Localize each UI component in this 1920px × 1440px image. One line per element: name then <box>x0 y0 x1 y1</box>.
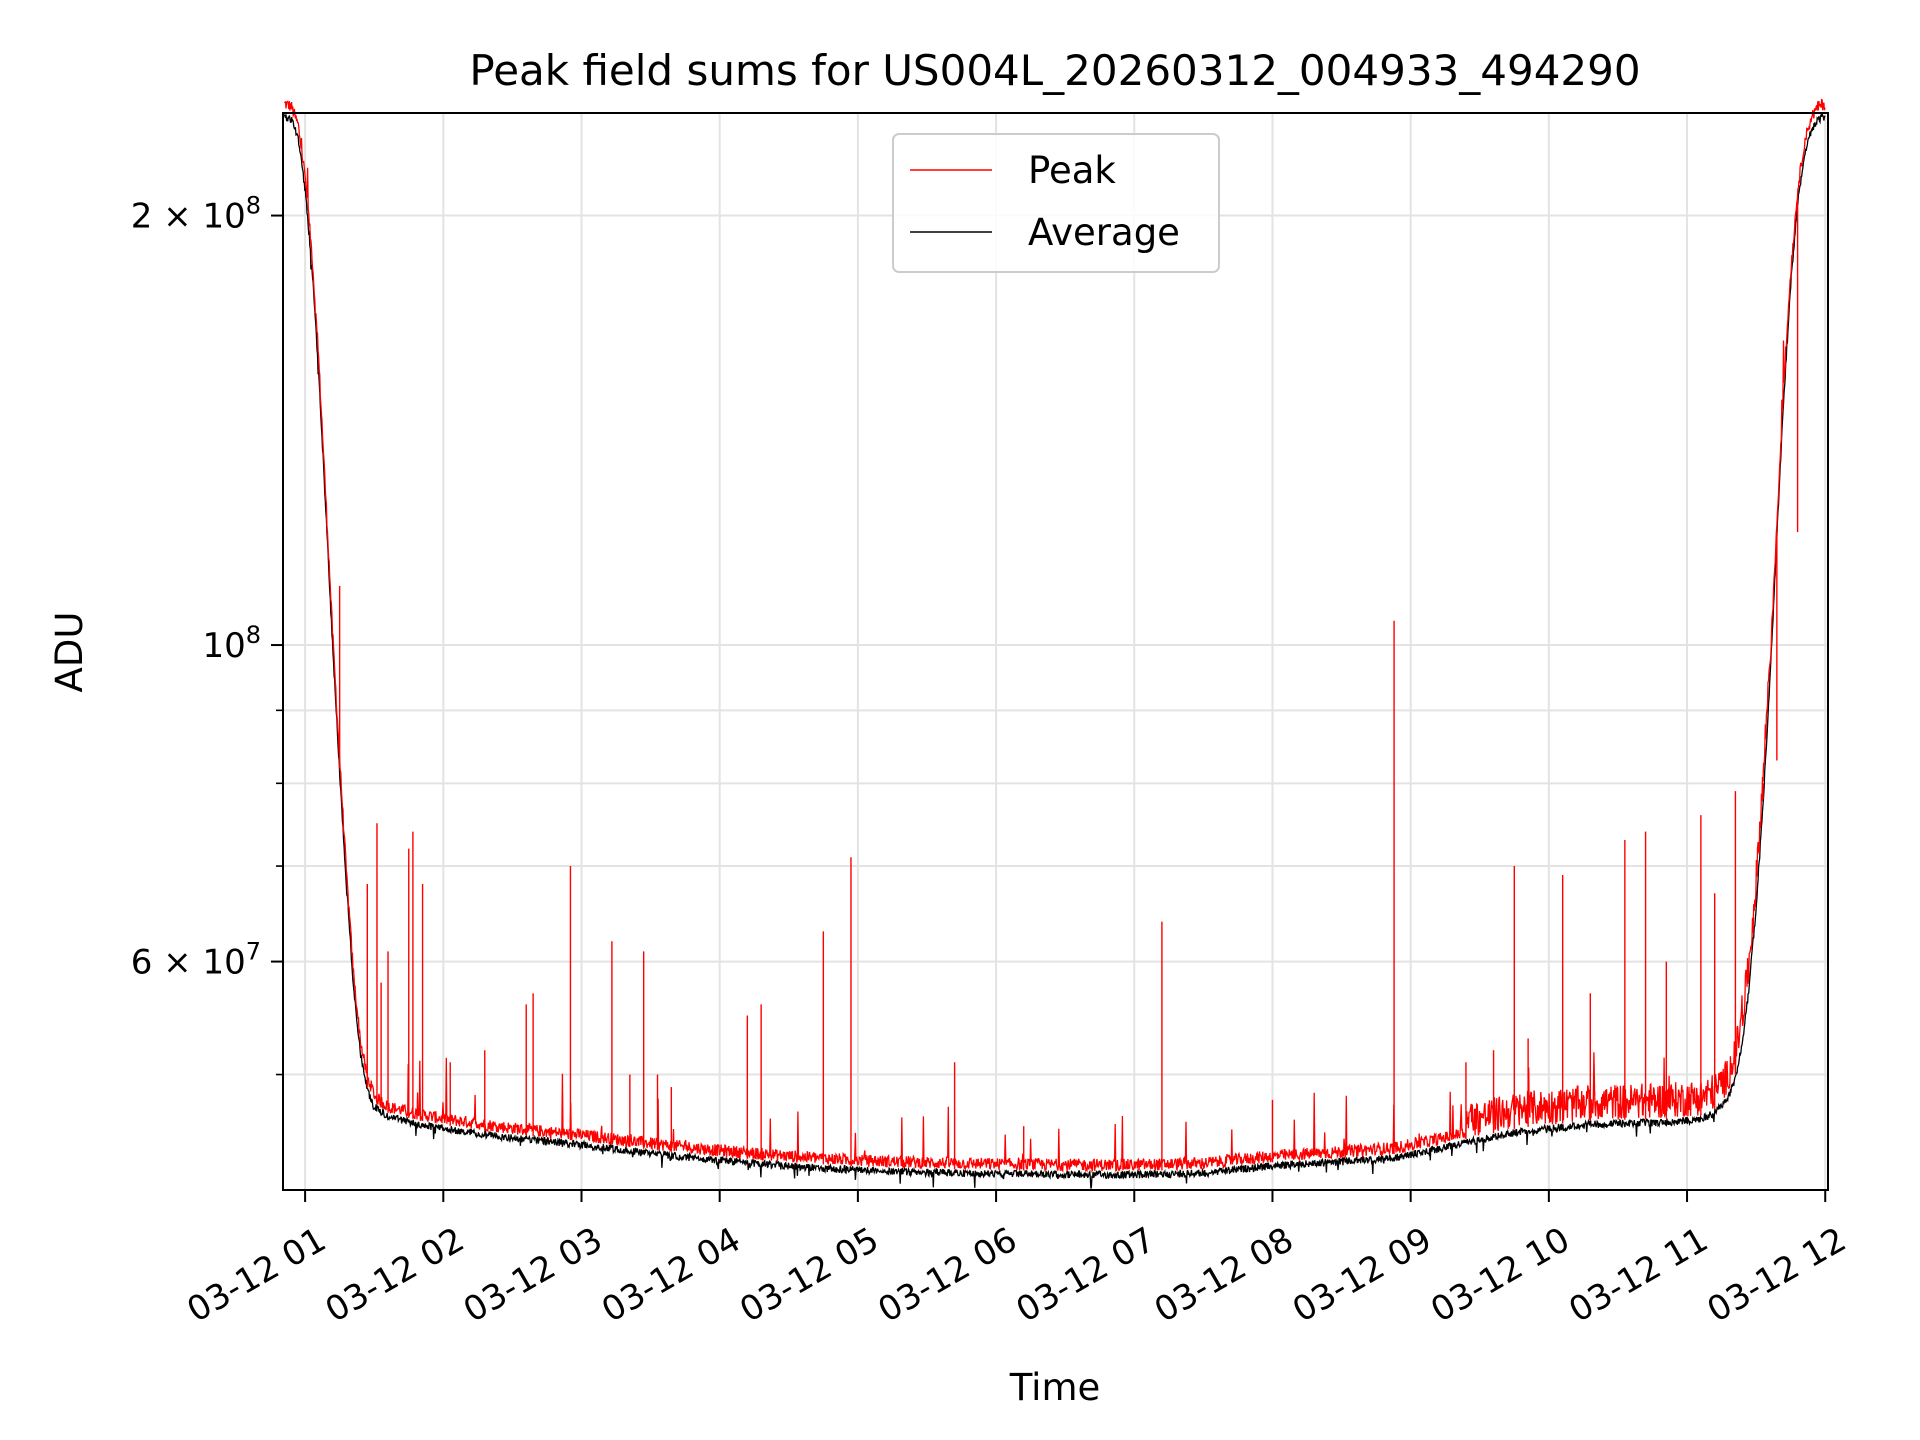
legend-box <box>892 133 1220 273</box>
x-tick-label: 03-12 03 <box>457 1220 609 1331</box>
x-tick-label: 03-12 01 <box>181 1220 333 1331</box>
x-tick-label: 03-12 06 <box>871 1220 1023 1331</box>
y-axis: 2 × 108 108 6 × 107 <box>131 192 283 1076</box>
x-tick-label: 03-12 05 <box>733 1220 885 1331</box>
x-tick-label: 03-12 02 <box>319 1220 471 1331</box>
x-tick-label: 03-12 12 <box>1701 1220 1853 1331</box>
grid-lines <box>283 113 1828 1190</box>
x-tick-label: 03-12 07 <box>1010 1220 1162 1331</box>
x-tick-label: 03-12 10 <box>1424 1220 1576 1331</box>
peak-line <box>283 98 1826 1174</box>
y-axis-label: ADU <box>48 612 91 693</box>
average-line <box>283 112 1826 1189</box>
x-tick-label: 03-12 09 <box>1286 1220 1438 1331</box>
legend-average-label: Average <box>1028 211 1180 254</box>
y-tick-label: 6 × 107 <box>131 938 261 983</box>
x-tick-label: 03-12 04 <box>595 1220 747 1331</box>
legend-peak-label: Peak <box>1028 149 1116 192</box>
peak-series <box>283 98 1826 1174</box>
y-tick-label: 108 <box>202 621 261 666</box>
chart-title: Peak field sums for US004L_20260312_0049… <box>469 46 1640 95</box>
x-tick-label: 03-12 08 <box>1148 1220 1300 1331</box>
legend: Peak Average <box>892 133 1220 273</box>
plot-frame <box>282 112 1829 1191</box>
y-tick-label: 2 × 108 <box>131 192 261 237</box>
average-series <box>283 112 1826 1189</box>
x-tick-label: 03-12 11 <box>1562 1220 1714 1331</box>
x-axis-label: Time <box>1009 1366 1101 1409</box>
